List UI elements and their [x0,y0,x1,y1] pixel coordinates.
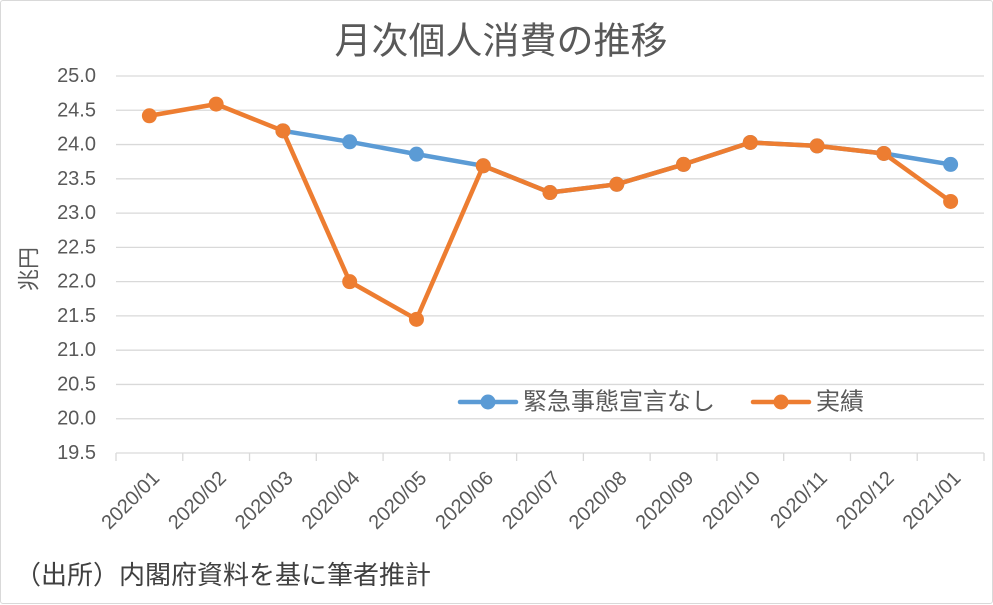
y-tick-label: 20.5 [57,373,96,395]
legend: 緊急事態宣言なし 実績 [457,389,864,416]
y-tick-label: 19.5 [57,442,96,464]
legend-label: 緊急事態宣言なし [523,389,715,416]
series-1 [141,96,959,327]
series-1-marker [943,193,959,209]
series-1-marker [542,185,558,201]
y-tick-label: 23.0 [57,202,96,224]
x-tick-label: 2020/01 [97,467,164,534]
series-0-marker [943,156,959,172]
series-1-marker [208,96,224,112]
y-tick-label: 25.0 [57,65,96,87]
y-tick-label: 23.5 [57,168,96,190]
series-1-marker [742,134,758,150]
legend-label: 実績 [816,389,864,416]
series-1-marker [475,158,491,174]
y-tick-label: 22.0 [57,271,96,293]
y-tick-label: 22.5 [57,236,96,258]
x-tick-label: 2020/08 [565,467,632,534]
gridlines [116,75,984,420]
legend-item-0: 緊急事態宣言なし [457,389,715,416]
x-axis-tick-labels: 2020/01 2020/02 2020/03 2020/04 2020/05 2020/… [97,467,965,534]
x-tick-label: 2020/03 [231,467,298,534]
x-axis [115,452,985,461]
x-tick-label: 2021/01 [899,467,966,534]
x-tick-label: 2020/07 [498,467,565,534]
series-1-marker [609,176,625,192]
series-1-line [147,101,953,322]
series-1-marker [876,145,892,161]
series-1-marker [809,138,825,154]
series-1-marker [342,274,358,290]
x-tick-label: 2020/04 [298,467,365,534]
y-tick-label: 21.0 [57,339,96,361]
series-0-marker [408,146,424,162]
legend-swatch-marker [773,394,789,410]
x-tick-label: 2020/09 [632,467,699,534]
series-1-marker [676,156,692,172]
series-layer [141,96,959,327]
y-tick-label: 20.0 [57,408,96,430]
x-tick-label: 2020/06 [431,467,498,534]
series-1-marker [141,108,157,124]
chart-title: 月次個人消費の推移 [335,21,668,62]
x-tick-label: 2020/11 [766,467,832,533]
legend-swatch-marker [480,394,496,410]
y-tick-label: 24.5 [57,99,96,121]
x-tick-label: 2020/05 [365,467,432,534]
y-tick-label: 21.5 [57,305,96,327]
series-0-marker [342,134,358,150]
y-axis-tick-labels: 25.0 24.5 24.0 23.5 23.0 22.5 22.0 21.5 21.0 20.5… [57,65,96,464]
x-tick-label: 2020/12 [832,467,899,534]
series-1-marker [275,123,291,139]
x-tick-label: 2020/10 [698,467,765,534]
series-1-marker [408,311,424,327]
y-tick-label: 24.0 [57,134,96,156]
legend-item-1: 実績 [750,389,864,416]
x-tick-label: 2020/02 [164,467,231,534]
y-axis-title: 兆円 [17,247,42,291]
source-note: （出所）内閣府資料を基に筆者推計 [15,560,431,590]
